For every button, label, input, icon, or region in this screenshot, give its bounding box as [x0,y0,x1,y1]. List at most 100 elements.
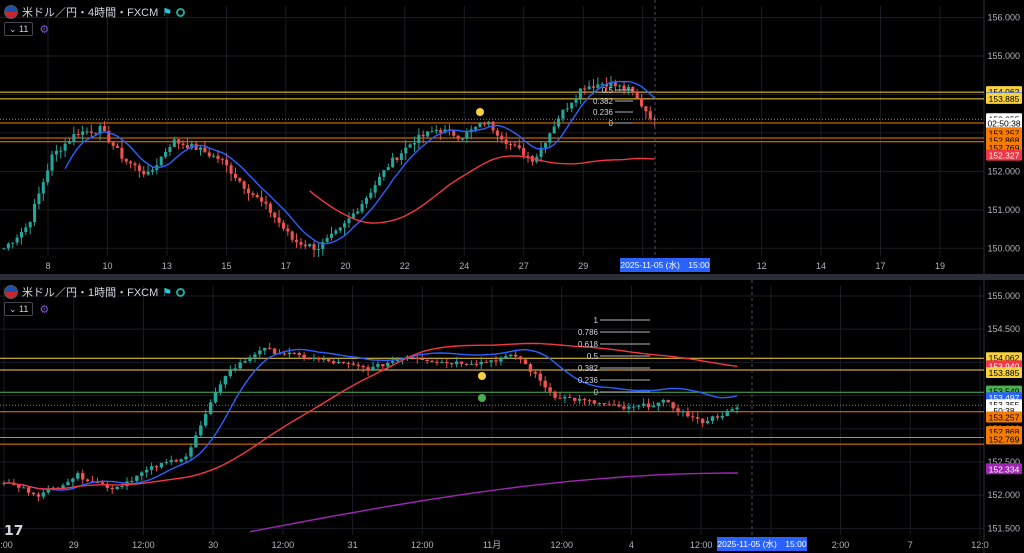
candle [404,147,408,154]
candle [720,415,725,418]
price-axis-badge [986,92,1022,104]
candle [635,92,639,99]
candle [565,108,569,110]
candle [111,142,115,146]
candle [538,373,543,381]
candle [76,473,80,479]
candle [286,228,290,232]
symbol-legend-1h[interactable]: 米ドル／円・1時間・FXCM ⚑ [4,284,186,300]
x-tick-label: 12:00 [272,540,295,550]
y-tick-label: 155.000 [987,291,1020,301]
candle [282,353,287,355]
candle [317,357,321,360]
candle [223,376,228,385]
candle [312,357,316,359]
candle [169,460,174,463]
candle [474,363,479,365]
candle [273,212,277,218]
candle [233,173,237,179]
candle [150,170,154,172]
price-axis-label: 154.062 [989,353,1020,363]
candle [415,357,420,359]
symbol-title-1h: 米ドル／円・1時間・FXCM [22,287,159,299]
candle [364,197,368,204]
candle [307,358,311,360]
sma-fast-line [23,348,738,491]
candle [572,397,577,401]
candle [666,400,670,403]
candle [622,406,626,409]
candle [6,243,10,249]
candle [89,131,93,133]
pane-separator[interactable] [0,274,1024,280]
chart-panel-1h[interactable]: 155.000154.500154.000153.500153.000152.5… [0,280,1024,553]
settings-gear-icon[interactable]: ⚙ [39,23,50,36]
crosshair-time-badge [620,258,710,272]
candle [258,350,262,355]
candle [378,176,382,186]
fib-level-label: 0.786 [578,328,599,337]
candle [369,192,373,198]
price-axis-label: 153.257 [989,128,1020,138]
candle [72,134,76,142]
candle [94,132,98,134]
flag-marker-icon[interactable]: ⚑ [162,286,173,299]
indicator-toggle-4h[interactable]: ⌄ 11 [4,22,34,36]
candle [465,132,469,139]
symbol-legend-4h[interactable]: 米ドル／円・4時間・FXCM ⚑ [4,4,186,20]
x-tick-label: 12:00 [132,540,155,550]
event-marker-icon[interactable] [478,372,486,380]
candle [71,478,75,482]
candle [500,135,504,140]
candle [382,170,386,177]
chart-canvas-4h[interactable]: 156.000155.000154.000153.000152.000151.0… [0,0,1024,274]
y-tick-label: 152.000 [987,166,1020,176]
candle [264,201,268,204]
x-tick-label: 2:00 [832,540,850,550]
candle [61,485,65,488]
x-tick-label: 12:0 [971,540,989,550]
candle [76,134,80,136]
event-marker-icon[interactable] [476,108,484,116]
candle [338,227,342,231]
fib-level-label: 0 [594,388,599,397]
x-tick-label: 12 [757,261,767,271]
price-axis-badge [986,117,1022,129]
candle [636,405,641,407]
candle [2,248,6,250]
candle [120,486,124,488]
indicator-toggle-1h[interactable]: ⌄ 11 [4,302,34,316]
candle [391,157,395,168]
price-axis-label: 152.868 [989,136,1020,146]
candle [582,398,587,401]
candle [587,86,591,90]
candle [267,347,272,349]
price-axis-label: 152.769 [989,434,1020,444]
candle [272,348,277,354]
indicator-count: 11 [19,24,29,34]
candle [631,86,635,93]
candle [430,360,434,362]
candle [149,466,154,470]
candle [548,387,552,392]
event-marker-icon[interactable] [478,394,486,402]
candle [484,361,488,363]
candle [336,361,341,364]
price-axis-label: 153.549 [989,387,1020,397]
x-tick-label: 14 [816,261,826,271]
chart-canvas-1h[interactable]: 155.000154.500154.000153.500153.000152.5… [0,280,1024,553]
candle [651,405,656,408]
fib-level-label: 0.236 [593,108,614,117]
candle [98,126,102,133]
candle [168,146,172,153]
x-tick-label: 12:00 [550,540,573,550]
flag-marker-icon[interactable]: ⚑ [162,6,173,19]
chart-panel-4h[interactable]: 156.000155.000154.000153.000152.000151.0… [0,0,1024,274]
candle [15,237,19,243]
fib-level-label: 0.382 [593,97,614,106]
candle [591,86,596,88]
settings-gear-icon[interactable]: ⚙ [39,303,50,316]
tradingview-logo-icon[interactable]: 𝟭𝟳 [4,522,24,538]
candle [681,411,685,413]
candle [59,150,63,152]
